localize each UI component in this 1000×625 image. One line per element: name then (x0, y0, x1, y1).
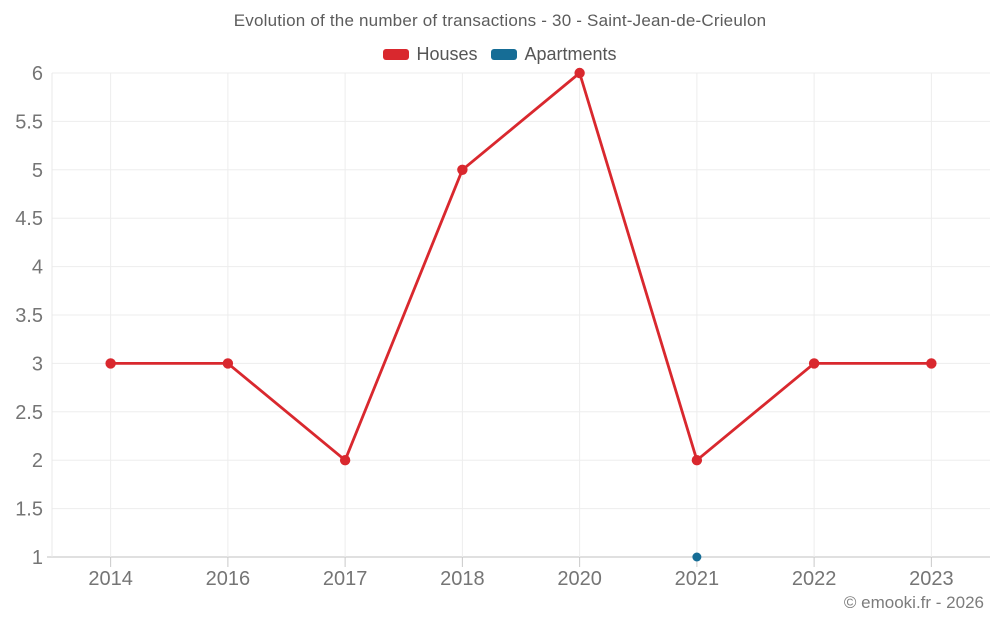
legend-item-apartments[interactable]: Apartments (491, 44, 617, 65)
data-point-marker[interactable] (457, 164, 468, 175)
x-axis-tick-label: 2018 (440, 568, 485, 590)
y-axis-tick-label: 4.5 (15, 208, 43, 230)
data-point-marker[interactable] (339, 455, 351, 466)
y-axis-tick-label: 5 (32, 160, 43, 182)
legend-label-apartments: Apartments (524, 44, 617, 64)
x-axis-tick-label: 2016 (206, 568, 251, 590)
chart-title: Evolution of the number of transactions … (233, 11, 767, 30)
y-axis-tick-label: 4 (32, 257, 43, 279)
y-axis-tick-label: 2 (32, 450, 43, 472)
data-point-marker[interactable] (574, 67, 585, 79)
y-axis-tick-label: 2.5 (15, 402, 43, 424)
x-axis-tick-label: 2014 (88, 568, 133, 590)
houses-series-swatch (383, 49, 410, 60)
data-point-marker[interactable] (926, 358, 937, 369)
y-axis-tick-label: 1 (32, 547, 43, 569)
y-axis-tick-label: 1.5 (15, 499, 43, 521)
y-axis-tick-label: 5.5 (15, 111, 43, 133)
y-axis-tick-label: 3.5 (15, 305, 43, 327)
y-axis-tick-label: 3 (32, 353, 43, 375)
x-axis-tick-label: 2021 (675, 568, 720, 590)
x-axis-tick-label: 2020 (557, 568, 602, 590)
data-point-marker[interactable] (222, 358, 234, 369)
legend: Houses Apartments (0, 44, 1000, 65)
x-axis-tick-label: 2023 (909, 568, 954, 590)
legend-item-houses[interactable]: Houses (383, 44, 477, 65)
data-point-marker[interactable] (808, 358, 820, 369)
x-axis-tick-label: 2022 (792, 568, 837, 590)
data-point-marker[interactable] (692, 552, 702, 562)
legend-label-houses: Houses (416, 44, 478, 64)
apartments-series-swatch (491, 49, 518, 60)
x-axis-tick-label: 2017 (323, 568, 368, 590)
copyright-text: © emooki.fr - 2026 (843, 593, 984, 612)
data-point-marker[interactable] (105, 358, 116, 369)
series-line (109, 71, 933, 462)
data-point-marker[interactable] (691, 455, 703, 466)
y-axis-tick-label: 6 (32, 63, 43, 85)
